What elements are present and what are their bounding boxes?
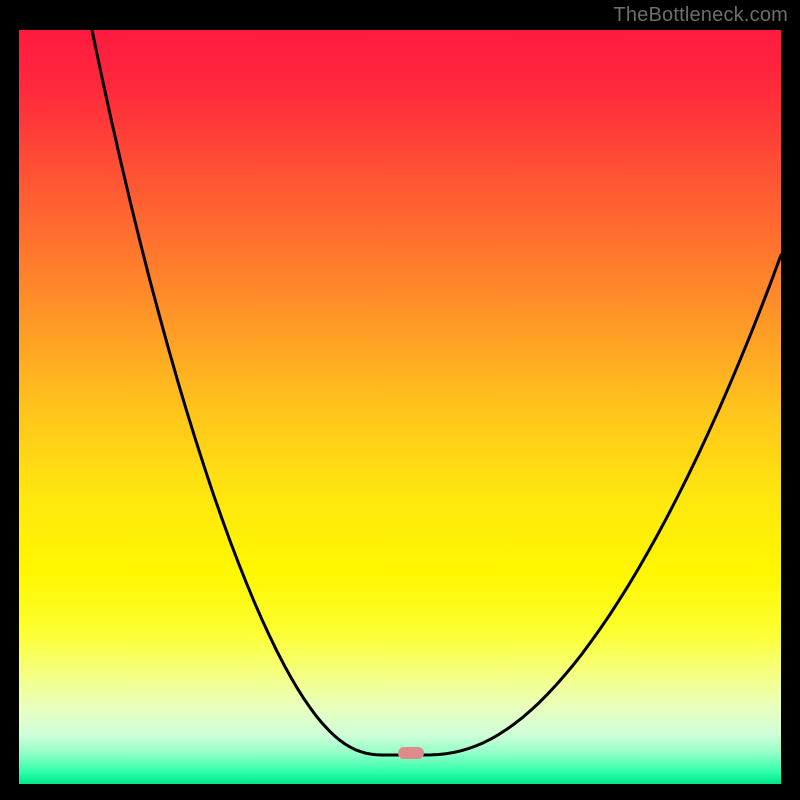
chart-frame: TheBottleneck.com [0, 0, 800, 800]
plot-area [19, 30, 781, 784]
curve-path [92, 30, 781, 755]
bottleneck-curve [19, 30, 781, 784]
optimum-marker [398, 747, 424, 759]
watermark-text: TheBottleneck.com [613, 4, 788, 27]
